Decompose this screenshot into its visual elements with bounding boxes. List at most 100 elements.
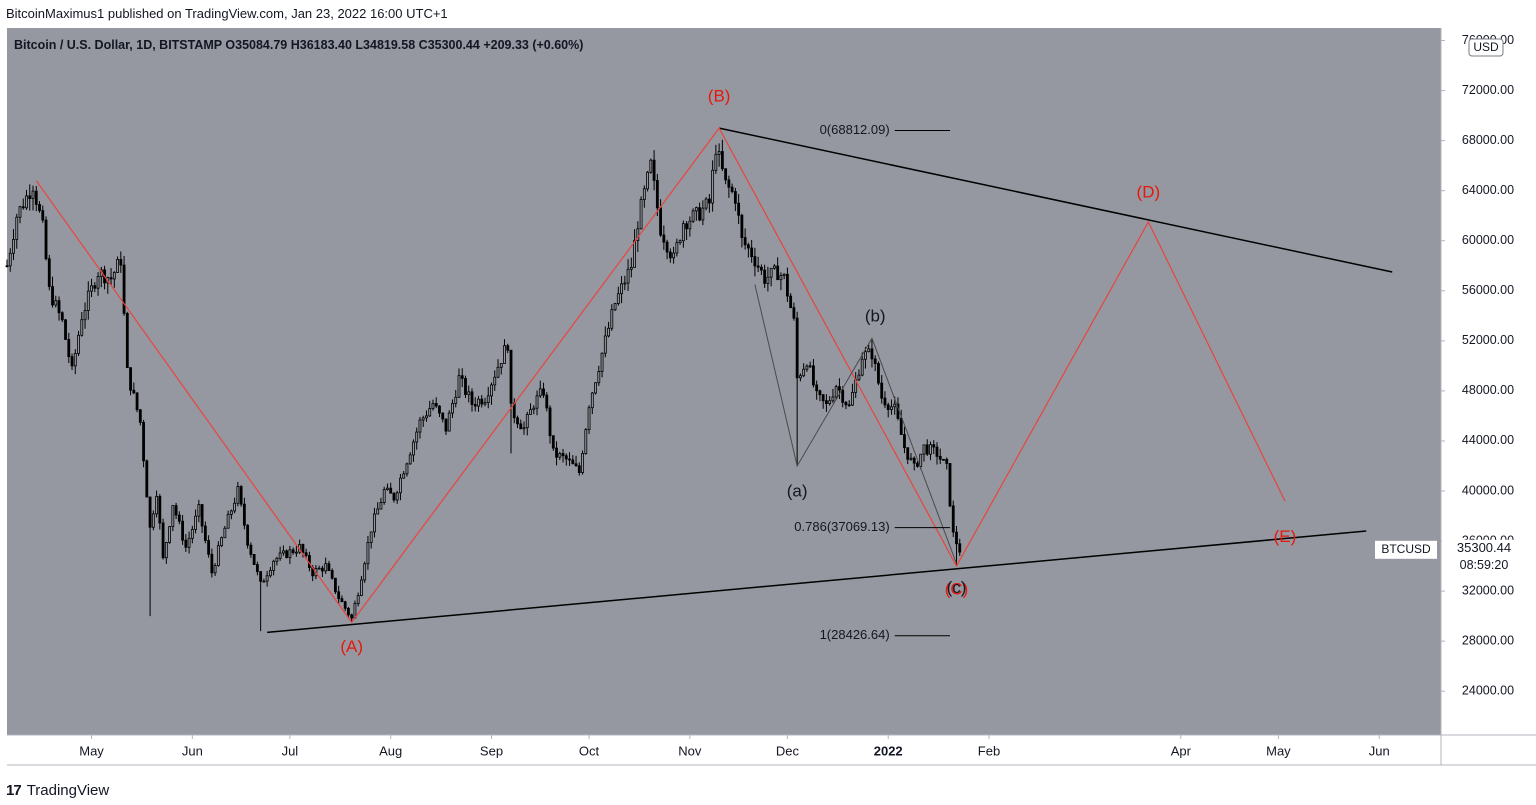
candle-body (503, 345, 506, 364)
fib-label: 0(68812.09) (820, 122, 890, 137)
candle-body (477, 398, 480, 407)
tradingview-logo-icon: 17 (6, 782, 22, 799)
candle-body (808, 365, 812, 368)
candle-body (38, 204, 41, 212)
candle-body (831, 396, 835, 402)
candle-body (64, 319, 67, 340)
candle-body (177, 514, 181, 522)
x-tick-label: May (79, 743, 104, 758)
candle-body (519, 423, 523, 430)
legend-part: H (291, 38, 300, 52)
candle-body (714, 153, 718, 171)
candle-body (955, 531, 958, 545)
candle-body (268, 570, 272, 577)
candle-body (21, 206, 25, 209)
candle-body (932, 444, 936, 448)
candle-body (759, 266, 763, 271)
candle-body (799, 375, 802, 379)
candle-body (613, 303, 617, 311)
candle-body (668, 251, 672, 259)
last-price-label: 35300.44 (1457, 540, 1511, 555)
candle-body (737, 202, 741, 216)
candle-body (903, 434, 906, 449)
candle-body (317, 567, 321, 570)
candle-body (626, 268, 630, 284)
legend-part: Bitcoin / U.S. Dollar, 1D, BITSTAMP (14, 38, 222, 52)
candle-body (629, 267, 633, 270)
candle-body (525, 414, 529, 429)
wave-annotations: (A) (B) (C) (D) (E) (a) (b) (c) (35, 86, 1393, 656)
candle-body (581, 453, 584, 473)
y-tick-label: 24000.00 (1462, 684, 1514, 698)
candle-body (925, 444, 929, 455)
candle-body (47, 258, 51, 287)
candle-body (945, 458, 949, 464)
candle-body (938, 455, 942, 460)
legend-part: 36183.40 (300, 38, 352, 52)
wave-label: (E) (1274, 527, 1297, 546)
price-badge: BTCUSD 35300.44 08:59:20 (1375, 539, 1536, 577)
candle-body (28, 195, 32, 199)
candle-body (795, 317, 799, 379)
candle-body (158, 496, 162, 524)
candle-body (909, 457, 913, 460)
candle-body (551, 435, 555, 449)
candle-body (431, 403, 435, 409)
x-tick-label: Jun (182, 743, 203, 758)
candle-body (18, 206, 22, 218)
candle-body (330, 570, 334, 579)
candle-body (951, 505, 955, 533)
candle-body (145, 460, 149, 498)
candle-body (704, 198, 708, 209)
candle-body (464, 378, 467, 395)
candle-body (80, 319, 84, 336)
candle-body (151, 513, 155, 528)
y-tick-label: 40000.00 (1462, 483, 1514, 497)
candle-body (522, 427, 526, 430)
candle-body (851, 392, 854, 406)
candle-body (25, 195, 28, 209)
candle-body (935, 446, 939, 457)
candle-body (499, 363, 503, 368)
candle-body (119, 259, 123, 266)
candle-body (616, 293, 620, 304)
x-tick-label: Jul (282, 743, 299, 758)
legend-part: O (225, 38, 235, 52)
footer-brand-label: TradingView (26, 782, 110, 799)
currency-label: USD (1473, 40, 1499, 54)
candle-body (187, 537, 191, 548)
candle-body (86, 290, 90, 311)
candle-body (229, 510, 233, 515)
candle-body (168, 526, 171, 543)
legend-part: 34819.58 (363, 38, 415, 52)
candle-body (415, 431, 419, 443)
legend-part: +209.33 (+0.60%) (483, 38, 583, 52)
candle-body (405, 463, 409, 475)
candle-body (164, 542, 168, 559)
candle-body (350, 614, 354, 619)
candle-body (203, 525, 207, 541)
plot-area[interactable] (7, 28, 1441, 735)
candle-body (51, 286, 54, 306)
candle-body (210, 553, 214, 574)
candle-body (805, 365, 809, 370)
x-tick-label: Feb (978, 743, 1000, 758)
candle-body (906, 447, 910, 460)
candle-body (334, 577, 337, 593)
candle-body (265, 575, 269, 582)
candle-body (867, 348, 871, 353)
candle-body (493, 376, 497, 386)
candle-body (408, 454, 412, 465)
candle-body (597, 371, 601, 384)
price-axis[interactable] (1441, 28, 1536, 735)
candle-body (304, 552, 308, 556)
candle-body (584, 429, 588, 454)
candle-body (249, 544, 253, 555)
candle-body (213, 565, 217, 574)
candle-body (786, 273, 789, 297)
candle-body (285, 550, 289, 558)
price-chart[interactable]: (A) (B) (C) (D) (E) (a) (b) (c) 0(68812.09) 0.78… (0, 28, 1536, 780)
candle-body (83, 310, 87, 321)
candle-body (220, 537, 224, 547)
candle-body (67, 339, 71, 358)
